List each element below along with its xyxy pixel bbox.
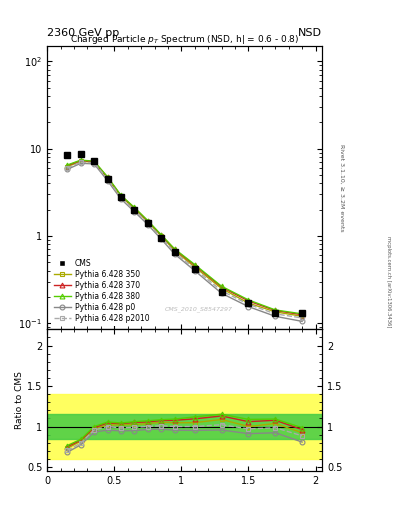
Text: CMS_2010_S8547297: CMS_2010_S8547297 bbox=[164, 307, 233, 312]
Text: NSD: NSD bbox=[298, 28, 322, 38]
Text: 2360 GeV pp: 2360 GeV pp bbox=[47, 28, 119, 38]
Text: mcplots.cern.ch [arXiv:1306.3436]: mcplots.cern.ch [arXiv:1306.3436] bbox=[386, 236, 391, 327]
Y-axis label: Rivet 3.1.10, ≥ 3.2M events: Rivet 3.1.10, ≥ 3.2M events bbox=[339, 144, 344, 231]
Title: Charged Particle $p_T$ Spectrum (NSD, h| = 0.6 - 0.8): Charged Particle $p_T$ Spectrum (NSD, h|… bbox=[70, 33, 299, 46]
Y-axis label: Ratio to CMS: Ratio to CMS bbox=[15, 371, 24, 429]
Legend: CMS, Pythia 6.428 350, Pythia 6.428 370, Pythia 6.428 380, Pythia 6.428 p0, Pyth: CMS, Pythia 6.428 350, Pythia 6.428 370,… bbox=[51, 256, 152, 326]
